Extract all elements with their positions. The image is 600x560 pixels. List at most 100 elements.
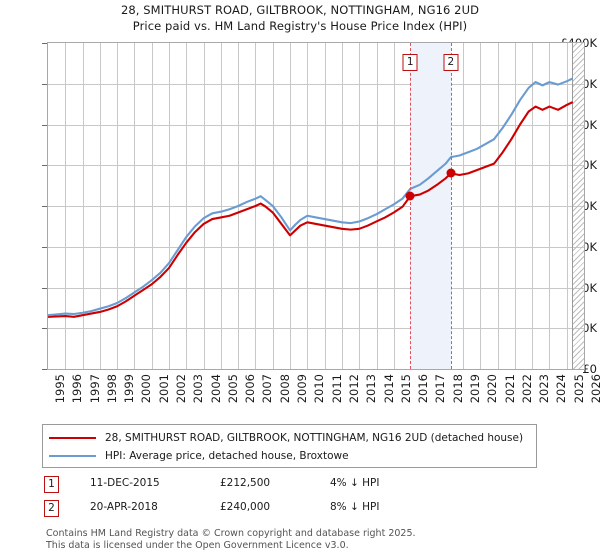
x-axis-label: 2012: [346, 374, 361, 404]
gridline: [48, 125, 584, 126]
property-price-line: [48, 101, 573, 318]
gridline: [549, 43, 550, 369]
x-axis-label: 1997: [87, 374, 102, 404]
gridline: [567, 43, 568, 369]
gridline: [48, 206, 584, 207]
hpi-average-line: [48, 77, 573, 317]
gridline: [463, 43, 464, 369]
x-axis-label: 2003: [191, 374, 206, 404]
x-axis-label: 2005: [225, 374, 240, 404]
title-line-1: 28, SMITHURST ROAD, GILTBROOK, NOTTINGHA…: [120, 3, 480, 17]
x-axis-label: 2007: [260, 374, 275, 404]
gridline: [221, 43, 222, 369]
sale-marker-line: [410, 43, 412, 369]
gridline: [65, 43, 66, 369]
x-axis-label: 2013: [364, 374, 379, 404]
chart-legend: 28, SMITHURST ROAD, GILTBROOK, NOTTINGHA…: [42, 424, 537, 468]
y-axis-tick: [42, 84, 47, 85]
sale-hpi-delta: 8% ↓ HPI: [330, 501, 380, 513]
x-axis-label: 1996: [70, 374, 85, 404]
x-axis-label: 2021: [502, 374, 517, 404]
gridline: [48, 328, 584, 329]
y-axis-tick: [42, 165, 47, 166]
gridline: [169, 43, 170, 369]
title-line-2: Price paid vs. HM Land Registry's House …: [132, 19, 468, 33]
sale-marker-dot[interactable]: [405, 191, 415, 201]
no-data-region: [571, 43, 584, 369]
gridline: [377, 43, 378, 369]
x-axis-label: 2019: [467, 374, 482, 404]
x-axis-label: 2006: [243, 374, 258, 404]
gridline: [117, 43, 118, 369]
y-axis-tick: [42, 328, 47, 329]
x-axis-label: 2014: [381, 374, 396, 404]
sale-index-badge: 2: [44, 500, 59, 517]
highlight-band: [410, 43, 451, 369]
x-axis-label: 2000: [139, 374, 154, 404]
legend-swatch-hpi: [49, 455, 96, 457]
x-axis-label: 2026: [589, 374, 600, 404]
x-axis-label: 2017: [433, 374, 448, 404]
x-axis-label: 2002: [174, 374, 189, 404]
x-axis-label: 2015: [398, 374, 413, 404]
sale-date: 11-DEC-2015: [90, 477, 160, 489]
footer-attribution: Contains HM Land Registry data © Crown c…: [46, 528, 586, 551]
gridline: [134, 43, 135, 369]
sale-date: 20-APR-2018: [90, 501, 158, 513]
x-axis-label: 1998: [104, 374, 119, 404]
sale-index-badge: 1: [44, 476, 59, 493]
x-axis-label: 2011: [329, 374, 344, 404]
chart-area: £0£50K£100K£150K£200K£250K£300K£350K£400…: [42, 36, 600, 404]
gridline: [48, 288, 584, 289]
y-axis-label: £0: [582, 362, 597, 376]
x-axis-label: 2023: [537, 374, 552, 404]
gridline: [498, 43, 499, 369]
gridline: [48, 247, 584, 248]
sale-marker-dot[interactable]: [446, 168, 456, 178]
gridline: [359, 43, 360, 369]
gridline: [100, 43, 101, 369]
x-axis-label: 2004: [208, 374, 223, 404]
gridline: [394, 43, 395, 369]
x-axis-label: 2010: [312, 374, 327, 404]
series-lines: [48, 77, 573, 318]
legend-label-property: 28, SMITHURST ROAD, GILTBROOK, NOTTINGHA…: [105, 432, 524, 444]
x-axis-label: 2020: [485, 374, 500, 404]
gridline: [290, 43, 291, 369]
gridline: [515, 43, 516, 369]
y-axis-tick: [42, 206, 47, 207]
footer-line-2: This data is licensed under the Open Gov…: [46, 539, 349, 551]
x-axis-label: 2022: [519, 374, 534, 404]
gridline: [152, 43, 153, 369]
x-axis-label: 1999: [122, 374, 137, 404]
legend-item-hpi: HPI: Average price, detached house, Brox…: [49, 447, 349, 465]
table-row: 1 11-DEC-2015 £212,500 4% ↓ HPI: [42, 474, 542, 498]
y-axis-tick: [42, 43, 47, 44]
x-axis-label: 2009: [295, 374, 310, 404]
x-axis-label: 2025: [571, 374, 586, 404]
legend-label-hpi: HPI: Average price, detached house, Brox…: [105, 450, 349, 462]
sale-marker-flag[interactable]: 2: [443, 54, 459, 71]
sale-price: £212,500: [220, 477, 271, 489]
gridline: [480, 43, 481, 369]
sale-hpi-delta: 4% ↓ HPI: [330, 477, 380, 489]
x-axis-label: 2024: [554, 374, 569, 404]
gridline: [186, 43, 187, 369]
page-title: 28, SMITHURST ROAD, GILTBROOK, NOTTINGHA…: [0, 2, 600, 34]
sale-marker-flag[interactable]: 1: [402, 54, 418, 71]
gridline: [584, 43, 585, 369]
y-axis-tick: [42, 369, 47, 370]
y-axis-tick: [42, 247, 47, 248]
legend-swatch-property: [49, 437, 96, 439]
legend-item-property: 28, SMITHURST ROAD, GILTBROOK, NOTTINGHA…: [49, 429, 523, 447]
gridline: [532, 43, 533, 369]
y-axis-tick: [42, 125, 47, 126]
gridline: [48, 165, 584, 166]
x-axis-label: 2016: [416, 374, 431, 404]
x-axis-label: 2001: [156, 374, 171, 404]
y-axis-tick: [42, 288, 47, 289]
footer-line-1: Contains HM Land Registry data © Crown c…: [46, 528, 416, 539]
gridline: [48, 84, 584, 85]
